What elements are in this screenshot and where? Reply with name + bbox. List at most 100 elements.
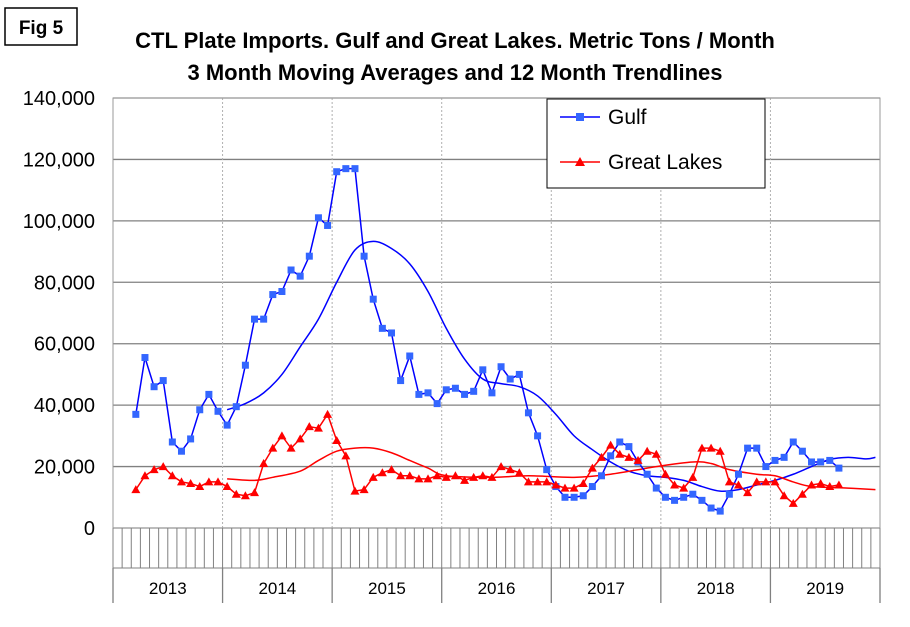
chart-subtitle: 3 Month Moving Averages and 12 Month Tre… <box>188 60 723 85</box>
data-point-great-lakes <box>724 477 734 486</box>
data-point-gulf <box>406 352 414 360</box>
data-point-gulf <box>461 390 469 398</box>
data-point-gulf <box>387 329 395 337</box>
data-point-gulf <box>524 409 532 417</box>
data-point-gulf <box>734 470 742 478</box>
data-point-gulf <box>342 165 350 173</box>
data-point-great-lakes <box>167 471 177 480</box>
data-point-gulf <box>269 291 277 299</box>
data-point-great-lakes <box>386 465 396 474</box>
data-point-gulf <box>808 458 816 466</box>
data-point-great-lakes <box>651 449 661 458</box>
data-point-gulf <box>451 384 459 392</box>
chart-title: CTL Plate Imports. Gulf and Great Lakes.… <box>135 28 775 53</box>
data-point-great-lakes <box>140 471 150 480</box>
x-tick-label: 2014 <box>258 579 296 598</box>
data-point-gulf <box>543 466 551 474</box>
data-point-gulf <box>515 370 523 378</box>
data-point-gulf <box>159 377 167 385</box>
data-point-great-lakes <box>587 463 597 472</box>
data-point-great-lakes <box>341 451 351 460</box>
x-tick-label: 2016 <box>478 579 516 598</box>
data-point-great-lakes <box>359 485 369 494</box>
data-point-gulf <box>369 295 377 303</box>
y-tick-label: 60,000 <box>34 334 95 356</box>
data-point-gulf <box>187 435 195 443</box>
data-point-gulf <box>241 361 249 369</box>
data-point-great-lakes <box>222 482 232 491</box>
data-point-great-lakes <box>551 480 561 489</box>
data-point-gulf <box>598 472 606 480</box>
data-point-gulf <box>433 400 441 408</box>
x-tick-label: 2019 <box>806 579 844 598</box>
data-point-great-lakes <box>514 468 524 477</box>
data-point-great-lakes <box>807 480 817 489</box>
data-point-gulf <box>780 453 788 461</box>
data-point-gulf <box>305 252 313 260</box>
data-point-gulf <box>579 492 587 500</box>
trendline-great-lakes <box>227 446 876 491</box>
data-point-gulf <box>661 493 669 501</box>
data-point-great-lakes <box>487 472 497 481</box>
data-point-gulf <box>232 403 240 411</box>
data-point-gulf <box>506 375 514 383</box>
data-point-gulf <box>689 490 697 498</box>
data-point-gulf <box>771 456 779 464</box>
legend-marker-gulf <box>576 113 584 121</box>
data-point-great-lakes <box>149 465 159 474</box>
figure-label-box: Fig 5 <box>4 7 78 46</box>
data-point-great-lakes <box>259 459 269 467</box>
data-point-gulf <box>196 406 204 414</box>
data-point-great-lakes <box>304 422 314 431</box>
data-point-great-lakes <box>423 474 433 483</box>
data-point-great-lakes <box>377 468 387 477</box>
data-point-great-lakes <box>469 472 479 481</box>
data-point-great-lakes <box>578 478 588 487</box>
data-point-great-lakes <box>414 474 424 483</box>
data-point-great-lakes <box>816 478 826 487</box>
data-point-gulf <box>296 272 304 280</box>
data-point-great-lakes <box>195 482 205 491</box>
x-tick-label: 2013 <box>149 579 187 598</box>
data-point-great-lakes <box>396 471 406 480</box>
data-point-gulf <box>479 366 487 374</box>
data-point-great-lakes <box>368 472 378 481</box>
axes: 0 20,000 40,000 60,000 80,000 100,000 120,000 1… <box>23 88 881 603</box>
data-point-great-lakes <box>542 477 552 486</box>
data-point-great-lakes <box>633 455 643 464</box>
data-point-great-lakes <box>441 472 451 481</box>
legend: Gulf Great Lakes <box>546 98 766 189</box>
data-point-gulf <box>333 168 341 176</box>
data-point-great-lakes <box>715 446 725 455</box>
data-point-gulf <box>753 444 761 452</box>
data-point-great-lakes <box>332 435 342 444</box>
data-point-gulf <box>150 383 158 391</box>
data-point-gulf <box>798 447 806 455</box>
data-point-gulf <box>141 354 149 362</box>
data-point-gulf <box>470 387 478 395</box>
data-point-gulf <box>214 407 222 415</box>
data-point-great-lakes <box>733 480 743 489</box>
data-point-great-lakes <box>770 477 780 486</box>
y-tick-label: 40,000 <box>34 395 95 417</box>
data-point-great-lakes <box>606 440 616 449</box>
data-point-gulf <box>415 390 423 398</box>
data-point-great-lakes <box>213 477 223 486</box>
data-point-great-lakes <box>405 471 415 480</box>
data-point-great-lakes <box>250 488 260 497</box>
data-point-gulf <box>360 252 368 260</box>
data-point-great-lakes <box>569 483 579 492</box>
data-point-great-lakes <box>697 443 707 452</box>
data-point-gulf <box>287 266 295 274</box>
x-tick-label: 2017 <box>587 579 625 598</box>
data-point-great-lakes <box>350 486 360 495</box>
data-point-great-lakes <box>131 485 141 494</box>
legend-label-great-lakes: Great Lakes <box>608 151 722 174</box>
data-point-great-lakes <box>158 462 168 471</box>
data-point-great-lakes <box>779 491 789 500</box>
data-point-great-lakes <box>286 443 296 452</box>
data-point-gulf <box>680 493 688 501</box>
data-point-great-lakes <box>277 431 287 440</box>
y-tick-label: 100,000 <box>23 211 95 233</box>
